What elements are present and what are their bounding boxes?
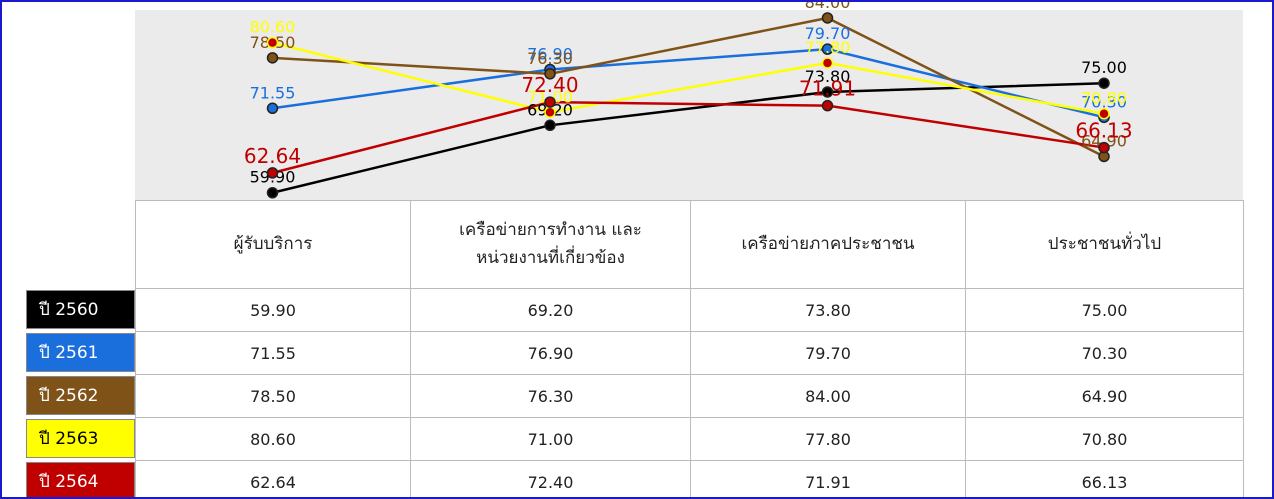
series-line [272,100,1105,175]
data-label: 84.00 [805,2,851,12]
point [1098,107,1110,120]
table-cell: 78.50 [135,374,411,418]
data-label: 76.90 [527,44,573,63]
point [266,102,279,115]
point [266,167,279,179]
legend-entry: ปี 2560 [26,290,135,329]
table-cell: 76.30 [410,374,691,418]
legend-entry: ปี 2564 [26,462,135,497]
table-cell: 75.00 [965,288,1244,332]
table-cell: 72.40 [410,460,691,497]
data-label: 80.60 [250,18,296,37]
table-cell: 71.91 [690,460,966,497]
legend-entry: ปี 2563 [26,419,135,458]
series-line [272,41,1105,115]
table-cell: 73.80 [690,288,966,332]
table-cell: 69.20 [410,288,691,332]
point [821,43,834,55]
table-cell: 77.80 [690,417,966,461]
table-cell: 64.90 [965,374,1244,418]
table-cell: 62.64 [135,460,411,497]
data-label: 70.80 [1081,89,1127,108]
point [1098,77,1110,89]
data-label: 62.64 [244,144,301,168]
legend-entry: ปี 2562 [26,376,135,415]
point [821,99,834,112]
data-label: 71.91 [799,77,856,101]
table-cell: 76.90 [410,331,691,375]
table-cell: 84.00 [690,374,966,418]
data-label: 70.30 [1081,92,1127,111]
column-header: ประชาชนทั่วไป [965,200,1244,289]
point [266,186,279,199]
data-label: 76.30 [527,49,573,68]
data-label: 66.13 [1075,119,1132,143]
data-label: 72.40 [521,73,578,97]
table-cell: 59.90 [135,288,411,332]
point [821,57,834,69]
data-label: 77.80 [805,38,851,57]
legend-entry: ปี 2561 [26,333,135,372]
point [266,36,279,49]
point [544,106,556,119]
data-label: 75.00 [1081,58,1127,77]
table-cell: 71.00 [410,417,691,461]
data-label: 64.90 [1081,131,1127,150]
table-cell: 66.13 [965,460,1244,497]
data-label: 79.70 [805,24,851,43]
data-label: 71.55 [250,83,296,102]
point [266,52,279,64]
column-header: ผู้รับบริการ [135,200,411,289]
column-header: เครือข่ายภาคประชาชน [690,200,966,289]
plot: 59.9069.2073.8075.0071.5576.9079.7070.30… [135,2,1243,200]
table-cell: 80.60 [135,417,411,461]
point [1098,141,1110,154]
table-cell: 71.55 [135,331,411,375]
point [544,119,556,132]
point [544,96,556,108]
table-cell: 70.30 [965,331,1244,375]
column-header: เครือข่ายการทำงาน และ หน่วยงานที่เกี่ยวข… [410,200,691,289]
point [544,68,556,80]
series-line [272,47,1105,119]
data-label: 73.80 [805,67,851,86]
point [821,86,834,98]
table-cell: 70.80 [965,417,1244,461]
point [821,12,834,24]
table-cell: 79.70 [690,331,966,375]
